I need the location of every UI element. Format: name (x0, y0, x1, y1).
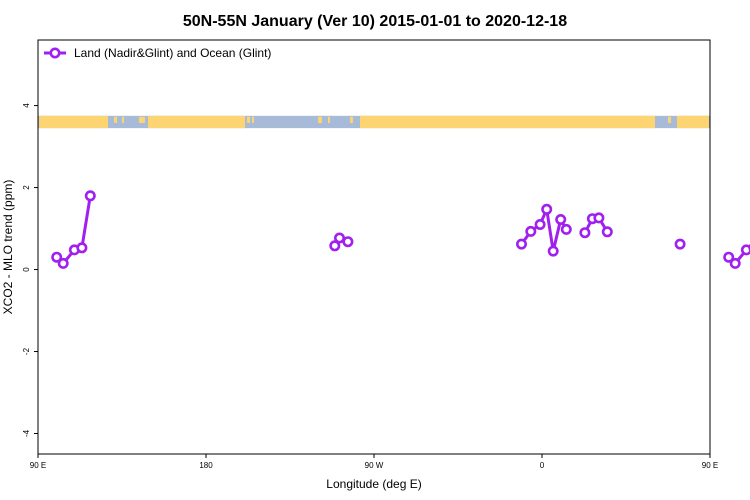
land-speckle (440, 116, 444, 123)
y-tick-label: 4 (22, 103, 31, 108)
x-tick-label: 90 E (30, 461, 46, 470)
y-tick-label: -2 (22, 347, 31, 355)
data-point (593, 212, 605, 224)
land-segment (39, 115, 108, 129)
y-axis: 4 2 0 -2 -4 (22, 103, 38, 437)
data-point (515, 238, 527, 250)
land-segment (148, 115, 245, 129)
land-speckle (640, 116, 644, 123)
land-segment (677, 115, 709, 129)
data-point (342, 236, 354, 248)
chart-title: 50N-55N January (Ver 10) 2015-01-01 to 2… (183, 13, 567, 30)
data-point (84, 190, 96, 202)
land-speckle (122, 116, 124, 123)
x-tick-label: 0 (540, 461, 545, 470)
legend-marker (49, 47, 61, 59)
land-speckle (139, 116, 145, 123)
data-point (534, 219, 546, 231)
data-point (740, 244, 750, 256)
y-tick-label: 2 (22, 185, 31, 190)
land-segment (360, 115, 655, 129)
data-point (723, 251, 735, 263)
land-speckle (114, 116, 117, 123)
y-tick-label: 0 (22, 267, 31, 272)
data-point (601, 226, 613, 238)
legend-label: Land (Nadir&Glint) and Ocean (Glint) (74, 46, 271, 60)
data-point (51, 251, 63, 263)
land-speckle (530, 116, 533, 123)
data-point (525, 225, 537, 237)
land-speckle (520, 116, 525, 123)
y-axis-label: XCO2 - MLO trend (ppm) (1, 180, 15, 315)
data-point (329, 240, 341, 252)
data-point (57, 257, 69, 269)
x-tick-label: 180 (199, 461, 213, 470)
series-layer (51, 190, 750, 269)
x-tick-label: 90 W (365, 461, 384, 470)
legend: Land (Nadir&Glint) and Ocean (Glint) (44, 46, 271, 60)
data-point (579, 227, 591, 239)
land-speckle (318, 116, 322, 123)
data-point (76, 242, 88, 254)
land-speckle (600, 116, 602, 123)
data-point (560, 223, 572, 235)
land-speckle (350, 116, 353, 123)
data-point (541, 203, 553, 215)
x-tick-label: 90 E (702, 461, 718, 470)
y-tick-label: -4 (22, 429, 31, 437)
land-speckle (448, 116, 450, 123)
x-axis-label: Longitude (deg E) (326, 477, 421, 491)
land-speckle (252, 116, 254, 123)
land-ocean-band (38, 115, 710, 129)
data-point (333, 232, 345, 244)
data-point (547, 245, 559, 257)
data-point (729, 257, 741, 269)
data-point (555, 214, 567, 226)
land-speckle (247, 116, 250, 123)
land-speckle (328, 116, 330, 123)
x-axis: 90 E 180 90 W 0 90 E (30, 454, 718, 470)
plot-area (37, 39, 711, 455)
land-speckle (668, 116, 671, 123)
data-point (674, 238, 686, 250)
